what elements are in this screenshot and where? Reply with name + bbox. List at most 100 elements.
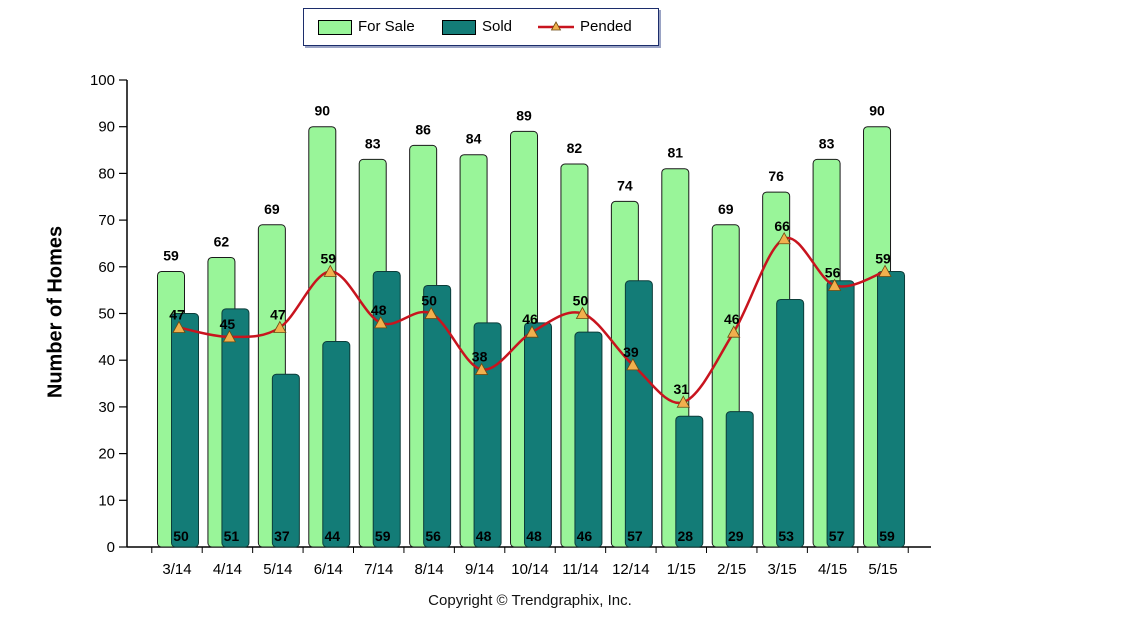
pended-value-label: 31 bbox=[674, 381, 690, 397]
sold-value-label: 50 bbox=[173, 528, 189, 544]
for-sale-value-label: 84 bbox=[466, 131, 482, 147]
pended-value-label: 45 bbox=[220, 316, 236, 332]
sold-value-label: 57 bbox=[627, 528, 643, 544]
pended-marker bbox=[323, 264, 337, 277]
x-tick-label: 2/15 bbox=[717, 561, 746, 578]
x-tick-label: 6/14 bbox=[314, 561, 343, 578]
for-sale-swatch bbox=[318, 20, 352, 35]
pended-line bbox=[172, 231, 892, 408]
sold-value-label: 44 bbox=[325, 528, 341, 544]
x-tick-label: 8/14 bbox=[415, 561, 444, 578]
for-sale-value-label: 74 bbox=[617, 177, 633, 193]
pended-marker bbox=[626, 358, 640, 371]
pended-value-label: 66 bbox=[774, 218, 790, 234]
pended-value-label: 50 bbox=[421, 293, 437, 309]
sold-value-label: 46 bbox=[577, 528, 593, 544]
pended-value-label: 47 bbox=[270, 307, 286, 323]
pended-value-label: 46 bbox=[522, 311, 538, 327]
sold-bar bbox=[322, 341, 351, 548]
sold-bar bbox=[725, 411, 754, 548]
for-sale-value-label: 76 bbox=[768, 168, 784, 184]
pended-marker bbox=[474, 362, 489, 375]
legend-label-pended: Pended bbox=[580, 18, 632, 35]
sold-value-label: 56 bbox=[425, 528, 441, 544]
sold-bar bbox=[675, 415, 704, 548]
pended-marker bbox=[827, 278, 842, 291]
legend: For Sale Sold Pended bbox=[303, 8, 659, 46]
for-sale-value-label: 83 bbox=[819, 135, 835, 151]
pended-marker bbox=[273, 320, 287, 333]
sold-value-label: 48 bbox=[526, 528, 542, 544]
pended-value-label: 38 bbox=[472, 349, 488, 365]
x-tick-label: 5/14 bbox=[263, 561, 292, 578]
y-tick-label: 0 bbox=[107, 539, 115, 556]
legend-label-sold: Sold bbox=[482, 18, 513, 35]
sold-value-label: 51 bbox=[224, 528, 240, 544]
y-tick-label: 50 bbox=[98, 306, 115, 323]
for-sale-value-label: 83 bbox=[365, 135, 381, 151]
sold-value-label: 29 bbox=[728, 528, 744, 544]
sold-bar bbox=[776, 298, 805, 548]
x-tick-label: 4/15 bbox=[818, 561, 847, 578]
pended-marker bbox=[676, 395, 690, 408]
y-tick-label: 100 bbox=[90, 72, 115, 89]
y-tick-label: 90 bbox=[98, 119, 115, 136]
y-tick-label: 40 bbox=[98, 352, 115, 369]
for-sale-value-label: 62 bbox=[214, 233, 230, 249]
x-tick-label: 11/14 bbox=[562, 561, 598, 578]
pended-marker bbox=[525, 325, 539, 338]
pended-value-label: 47 bbox=[169, 307, 185, 323]
y-tick-label: 70 bbox=[98, 212, 115, 229]
sold-bar bbox=[171, 313, 199, 548]
x-tick-label: 9/14 bbox=[465, 561, 494, 578]
pended-marker bbox=[424, 306, 438, 319]
data-labels: 59 62 69 90 83 86 84 89 82 74 81 69 76 83 90 50 51 37 44 59… bbox=[163, 103, 895, 544]
sold-bar bbox=[372, 270, 401, 548]
x-tick-label: 7/14 bbox=[364, 561, 393, 578]
sold-value-label: 48 bbox=[476, 528, 492, 544]
pended-value-label: 59 bbox=[875, 250, 891, 266]
y-tick-label: 60 bbox=[98, 259, 115, 276]
chart-axes: 0 10 20 30 40 50 60 70 80 90 100 3/14 4/14 5/14 6/14 7/… bbox=[90, 72, 931, 578]
sold-value-label: 57 bbox=[829, 528, 845, 544]
sold-value-label: 59 bbox=[879, 528, 895, 544]
pended-marker bbox=[727, 325, 741, 338]
sold-bar bbox=[524, 322, 553, 548]
pended-marker bbox=[575, 306, 590, 319]
sold-bar bbox=[826, 280, 855, 548]
y-tick-label: 10 bbox=[98, 492, 115, 509]
sold-bar bbox=[423, 284, 452, 548]
sold-bar bbox=[574, 331, 603, 548]
pended-line-swatch bbox=[538, 21, 574, 31]
for-sale-value-label: 82 bbox=[567, 140, 583, 156]
x-tick-label: 4/14 bbox=[213, 561, 242, 578]
pended-value-label: 59 bbox=[321, 250, 337, 266]
y-axis-label: Number of Homes bbox=[44, 225, 67, 399]
x-tick-label: 3/15 bbox=[768, 561, 797, 578]
sold-value-label: 53 bbox=[778, 528, 794, 544]
y-tick-label: 30 bbox=[98, 399, 115, 416]
sold-bar bbox=[473, 322, 502, 548]
sold-value-label: 59 bbox=[375, 528, 391, 544]
x-tick-label: 10/14 bbox=[511, 561, 549, 578]
pended-marker bbox=[777, 231, 791, 245]
sold-value-label: 28 bbox=[678, 528, 694, 544]
for-sale-value-label: 90 bbox=[869, 103, 885, 119]
sold-bar bbox=[271, 373, 300, 548]
sold-bar bbox=[624, 280, 653, 548]
legend-label-for-sale: For Sale bbox=[358, 18, 415, 35]
sold-bar bbox=[877, 270, 906, 548]
pended-marker bbox=[222, 330, 237, 343]
y-tick-label: 80 bbox=[98, 165, 115, 182]
for-sale-value-label: 69 bbox=[718, 201, 734, 217]
x-tick-label: 1/15 bbox=[667, 561, 696, 578]
sold-value-label: 37 bbox=[274, 528, 290, 544]
for-sale-value-label: 86 bbox=[415, 121, 431, 137]
for-sale-value-label: 90 bbox=[315, 103, 331, 119]
pended-value-label: 56 bbox=[825, 264, 841, 280]
sold-bars bbox=[171, 270, 906, 548]
y-tick-label: 20 bbox=[98, 446, 115, 463]
sold-swatch bbox=[442, 20, 476, 35]
for-sale-value-label: 89 bbox=[516, 107, 532, 123]
